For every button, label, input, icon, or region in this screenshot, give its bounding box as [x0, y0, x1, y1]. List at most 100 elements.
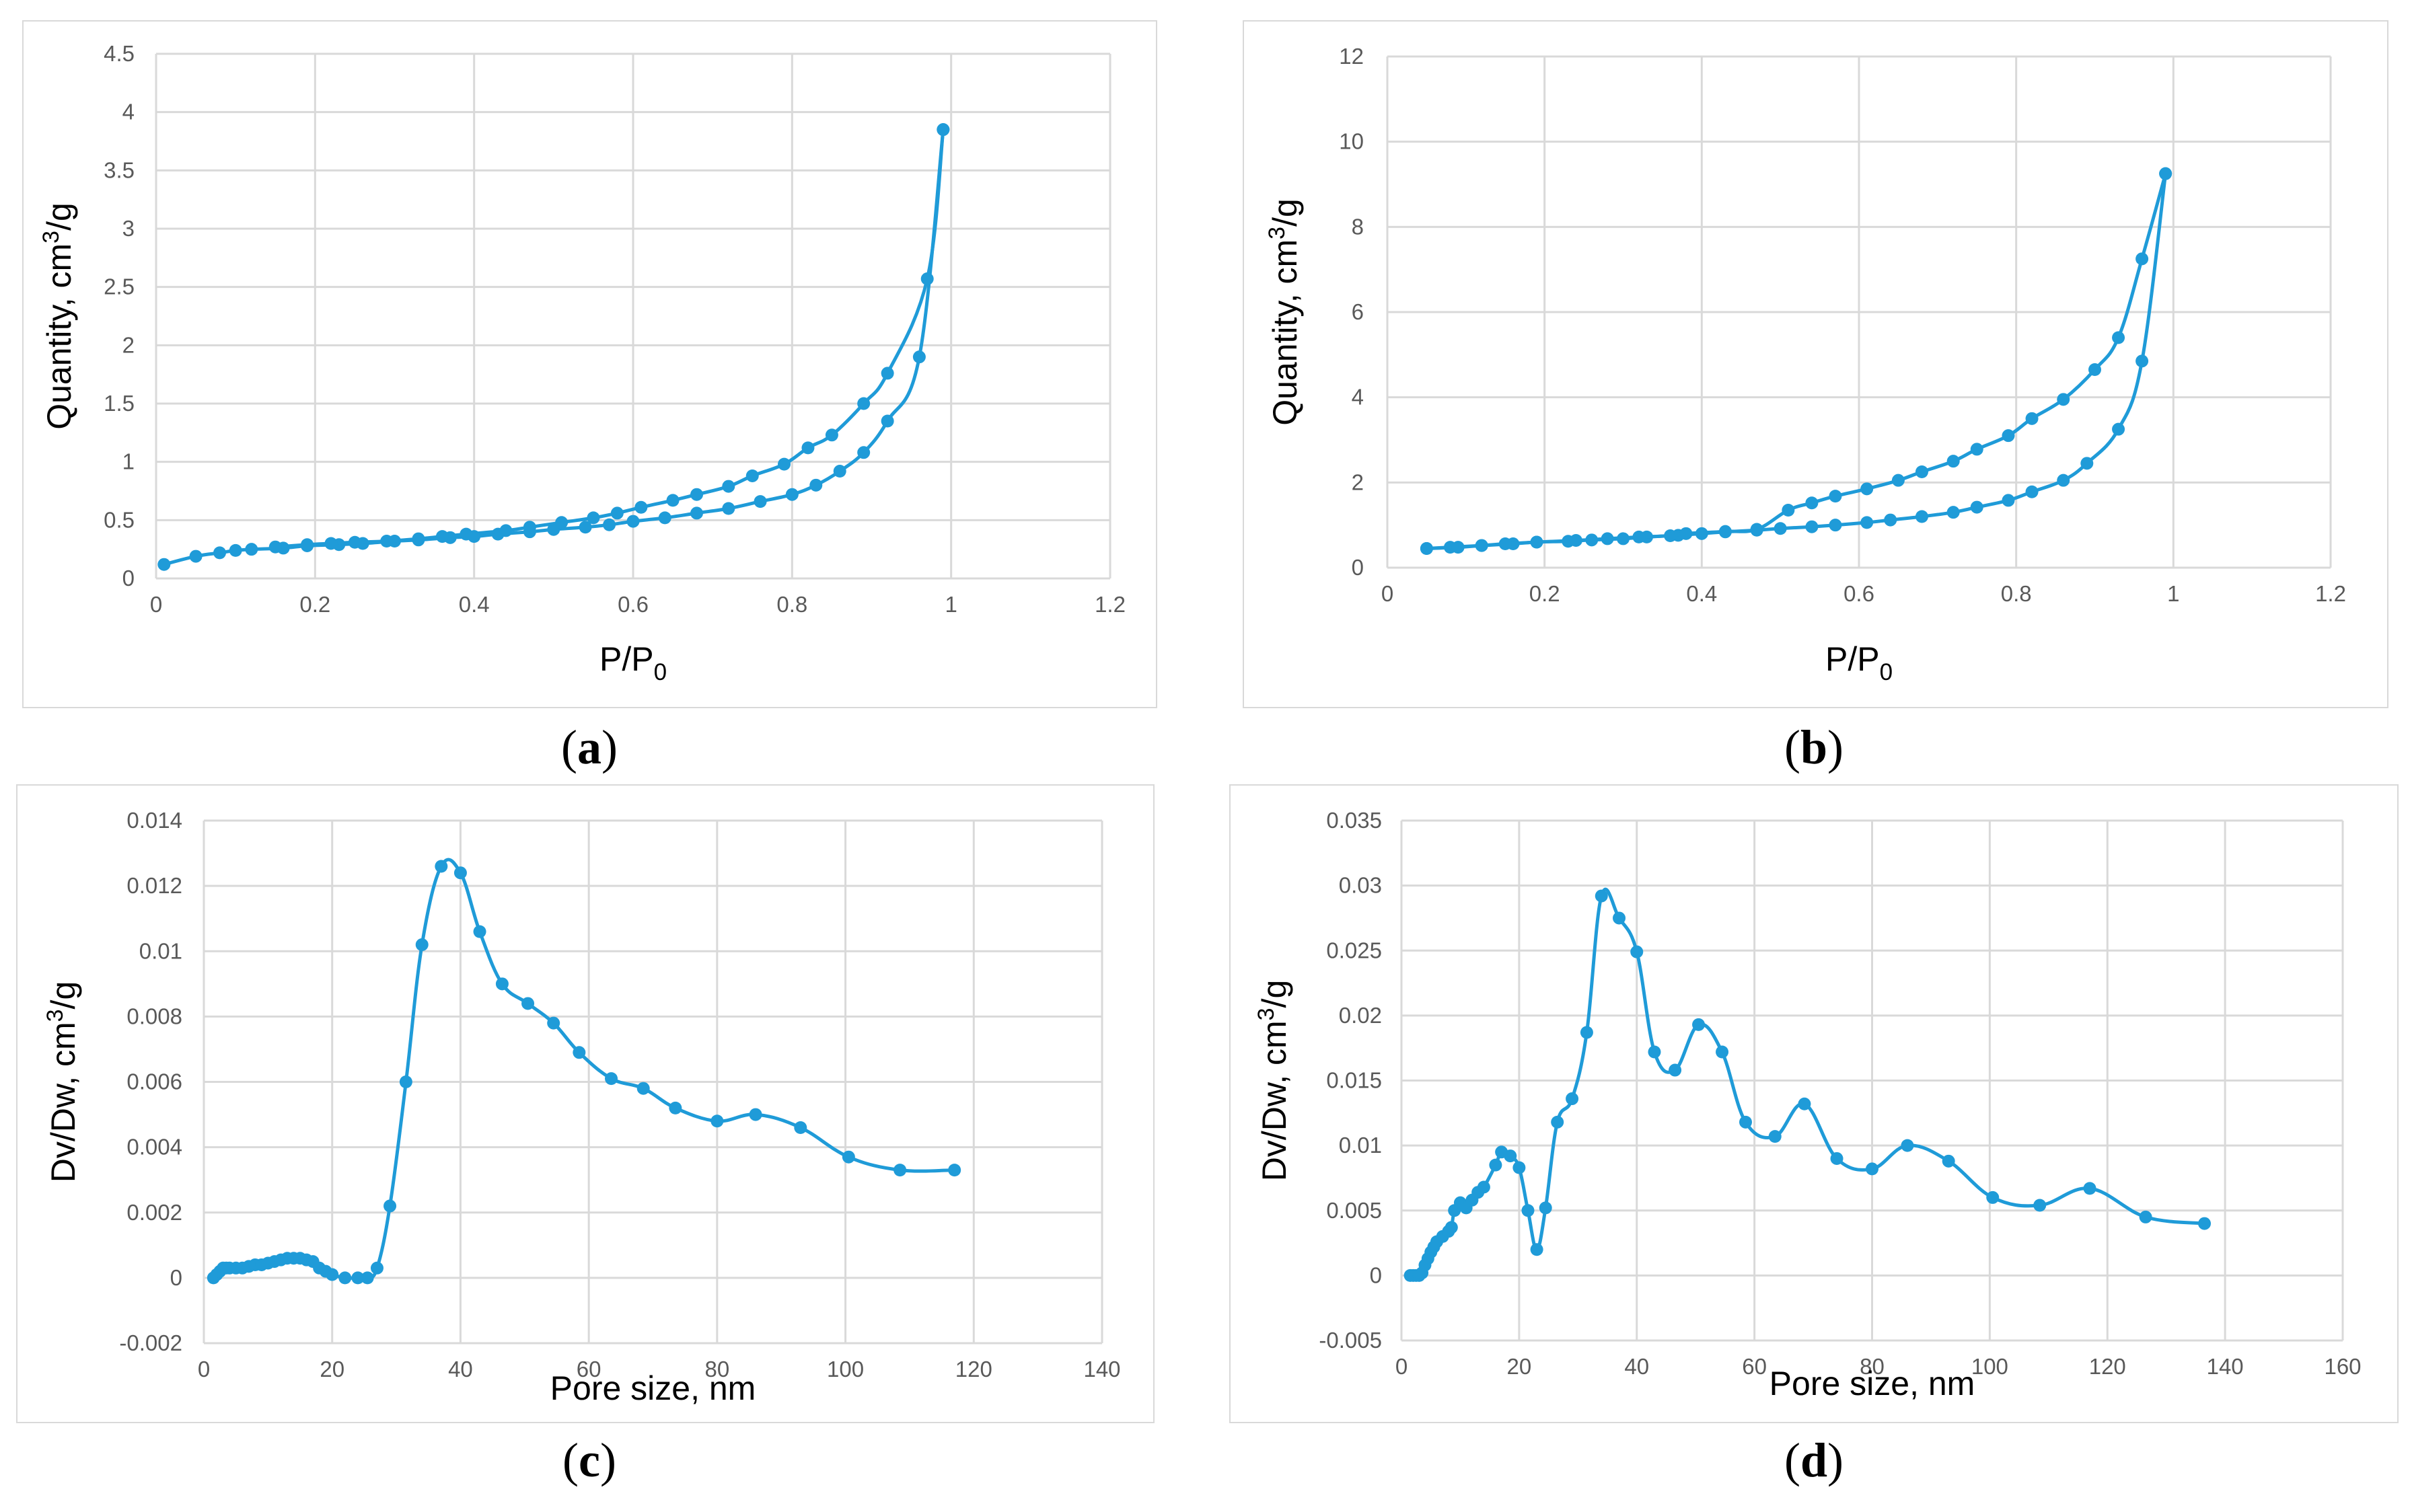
data-point	[523, 521, 536, 534]
y-tick-label: 0.01	[1339, 1133, 1382, 1158]
series-distribution	[1403, 887, 2212, 1282]
data-point	[2112, 422, 2125, 436]
data-point	[948, 1164, 961, 1177]
x-tick-label: 60	[1742, 1354, 1767, 1379]
chart-panel-a: 0 0.2 0.4 0.6 0.8 1 1.2 0 0.5 1 1.5 2 2.5 3 3.5 4 4.5 P/P…	[22, 20, 1157, 708]
series-adsorption	[1420, 167, 2172, 555]
x-tick-label: 1.2	[2315, 581, 2346, 606]
x-axis-label: P/P0	[599, 640, 667, 685]
data-point	[690, 488, 704, 501]
data-point	[912, 350, 926, 364]
data-point	[301, 538, 314, 552]
data-point	[1504, 1149, 1517, 1163]
data-point	[1530, 1243, 1543, 1256]
data-point	[1946, 506, 1960, 519]
y-tick-label: -0.002	[119, 1330, 182, 1355]
y-axis-label: Dv/Dw, cm3/g	[1253, 980, 1293, 1182]
y-tick-label: 1	[122, 449, 135, 474]
data-point	[399, 1075, 412, 1088]
data-point	[1580, 1026, 1593, 1039]
gridlines	[1400, 819, 2344, 1342]
caption-c-letter: c	[579, 1433, 600, 1487]
data-point	[745, 469, 759, 482]
x-tick-label: 120	[955, 1357, 992, 1382]
data-point	[1451, 541, 1465, 554]
x-tick-label: 80	[1860, 1354, 1885, 1379]
gridlines	[203, 819, 1103, 1345]
series-desorption	[268, 123, 950, 554]
data-point	[245, 543, 258, 556]
data-point	[749, 1108, 762, 1121]
series-distribution	[207, 858, 961, 1285]
data-point	[2083, 1182, 2096, 1195]
x-tick-label: 1.2	[1095, 592, 1126, 617]
data-point	[361, 1271, 374, 1285]
x-tick-label: 0.4	[1686, 581, 1717, 606]
series-line-adsorption	[1426, 173, 2168, 550]
data-point	[690, 506, 704, 520]
chart-panel-d: 0 20 40 60 80 100 120 140 160 -0.005 0 0.005 0.01 0.0…	[1229, 784, 2399, 1423]
data-point	[1901, 1139, 1914, 1152]
x-tick-label: 0.2	[1529, 581, 1560, 606]
x-tick-label: 0.4	[459, 592, 490, 617]
caption-a: (a)	[561, 720, 618, 774]
data-point	[2057, 393, 2070, 406]
x-tick-label: 40	[448, 1357, 473, 1382]
y-tick-label: 4	[122, 100, 135, 124]
y-tick-label: 0.006	[126, 1069, 182, 1094]
y-tick-label: 6	[1352, 299, 1364, 324]
data-point	[453, 866, 467, 880]
x-tick-label: 20	[320, 1357, 344, 1382]
data-point	[1891, 474, 1905, 487]
data-point	[893, 1164, 907, 1177]
data-point	[857, 446, 871, 459]
data-point	[587, 511, 600, 525]
data-point	[1970, 500, 1983, 514]
y-tick-label: 4	[1352, 385, 1364, 410]
data-point	[1782, 504, 1795, 517]
caption-b-letter: b	[1800, 720, 1828, 774]
data-point	[1942, 1154, 1955, 1168]
data-point	[1679, 527, 1693, 540]
y-tick-label: 0.025	[1326, 938, 1382, 962]
data-point	[842, 1150, 855, 1164]
data-point	[785, 488, 799, 501]
y-tick-label: 0.004	[126, 1135, 182, 1160]
x-tick-label: 80	[704, 1357, 729, 1382]
y-tick-label: 2	[1352, 469, 1364, 494]
data-point	[2088, 363, 2101, 376]
data-point	[1946, 455, 1960, 468]
x-tick-label: 140	[1083, 1357, 1120, 1382]
x-tick-label: 60	[577, 1357, 601, 1382]
data-point	[634, 500, 648, 514]
y-tick-label: 10	[1339, 129, 1364, 154]
data-point	[555, 516, 569, 529]
data-point	[1498, 537, 1512, 551]
y-tick-label: 0.5	[104, 507, 135, 532]
data-point	[722, 502, 735, 515]
data-point	[370, 1261, 384, 1275]
y-tick-label: 0	[1370, 1262, 1382, 1287]
data-point	[2135, 354, 2149, 368]
x-axis-label: Pore size, nm	[1769, 1365, 1975, 1402]
y-axis-label: Quantity, cm3/g	[38, 202, 78, 430]
x-tick-label: 140	[2207, 1354, 2244, 1379]
y-tick-label: 0.03	[1339, 873, 1382, 898]
data-point	[2135, 252, 2149, 266]
y-tick-label: 0.02	[1339, 1003, 1382, 1028]
data-point	[2025, 485, 2039, 498]
data-point	[521, 997, 535, 1010]
x-tick-label: 0.6	[618, 592, 649, 617]
data-point	[2057, 474, 2070, 487]
data-point	[229, 543, 242, 557]
data-point	[1566, 1092, 1579, 1106]
data-point	[2025, 412, 2039, 425]
series-desorption	[1420, 167, 2172, 555]
chart-panel-b: 0 0.2 0.4 0.6 0.8 1 1.2 0 2 4 6 8 10 12 P/P0 Quantity, …	[1243, 20, 2388, 708]
data-point	[2139, 1210, 2152, 1223]
data-point	[579, 521, 592, 534]
data-point	[1664, 529, 1677, 542]
x-tick-label: 100	[1971, 1354, 2008, 1379]
series-adsorption	[157, 123, 950, 571]
data-point	[1692, 1018, 1706, 1031]
